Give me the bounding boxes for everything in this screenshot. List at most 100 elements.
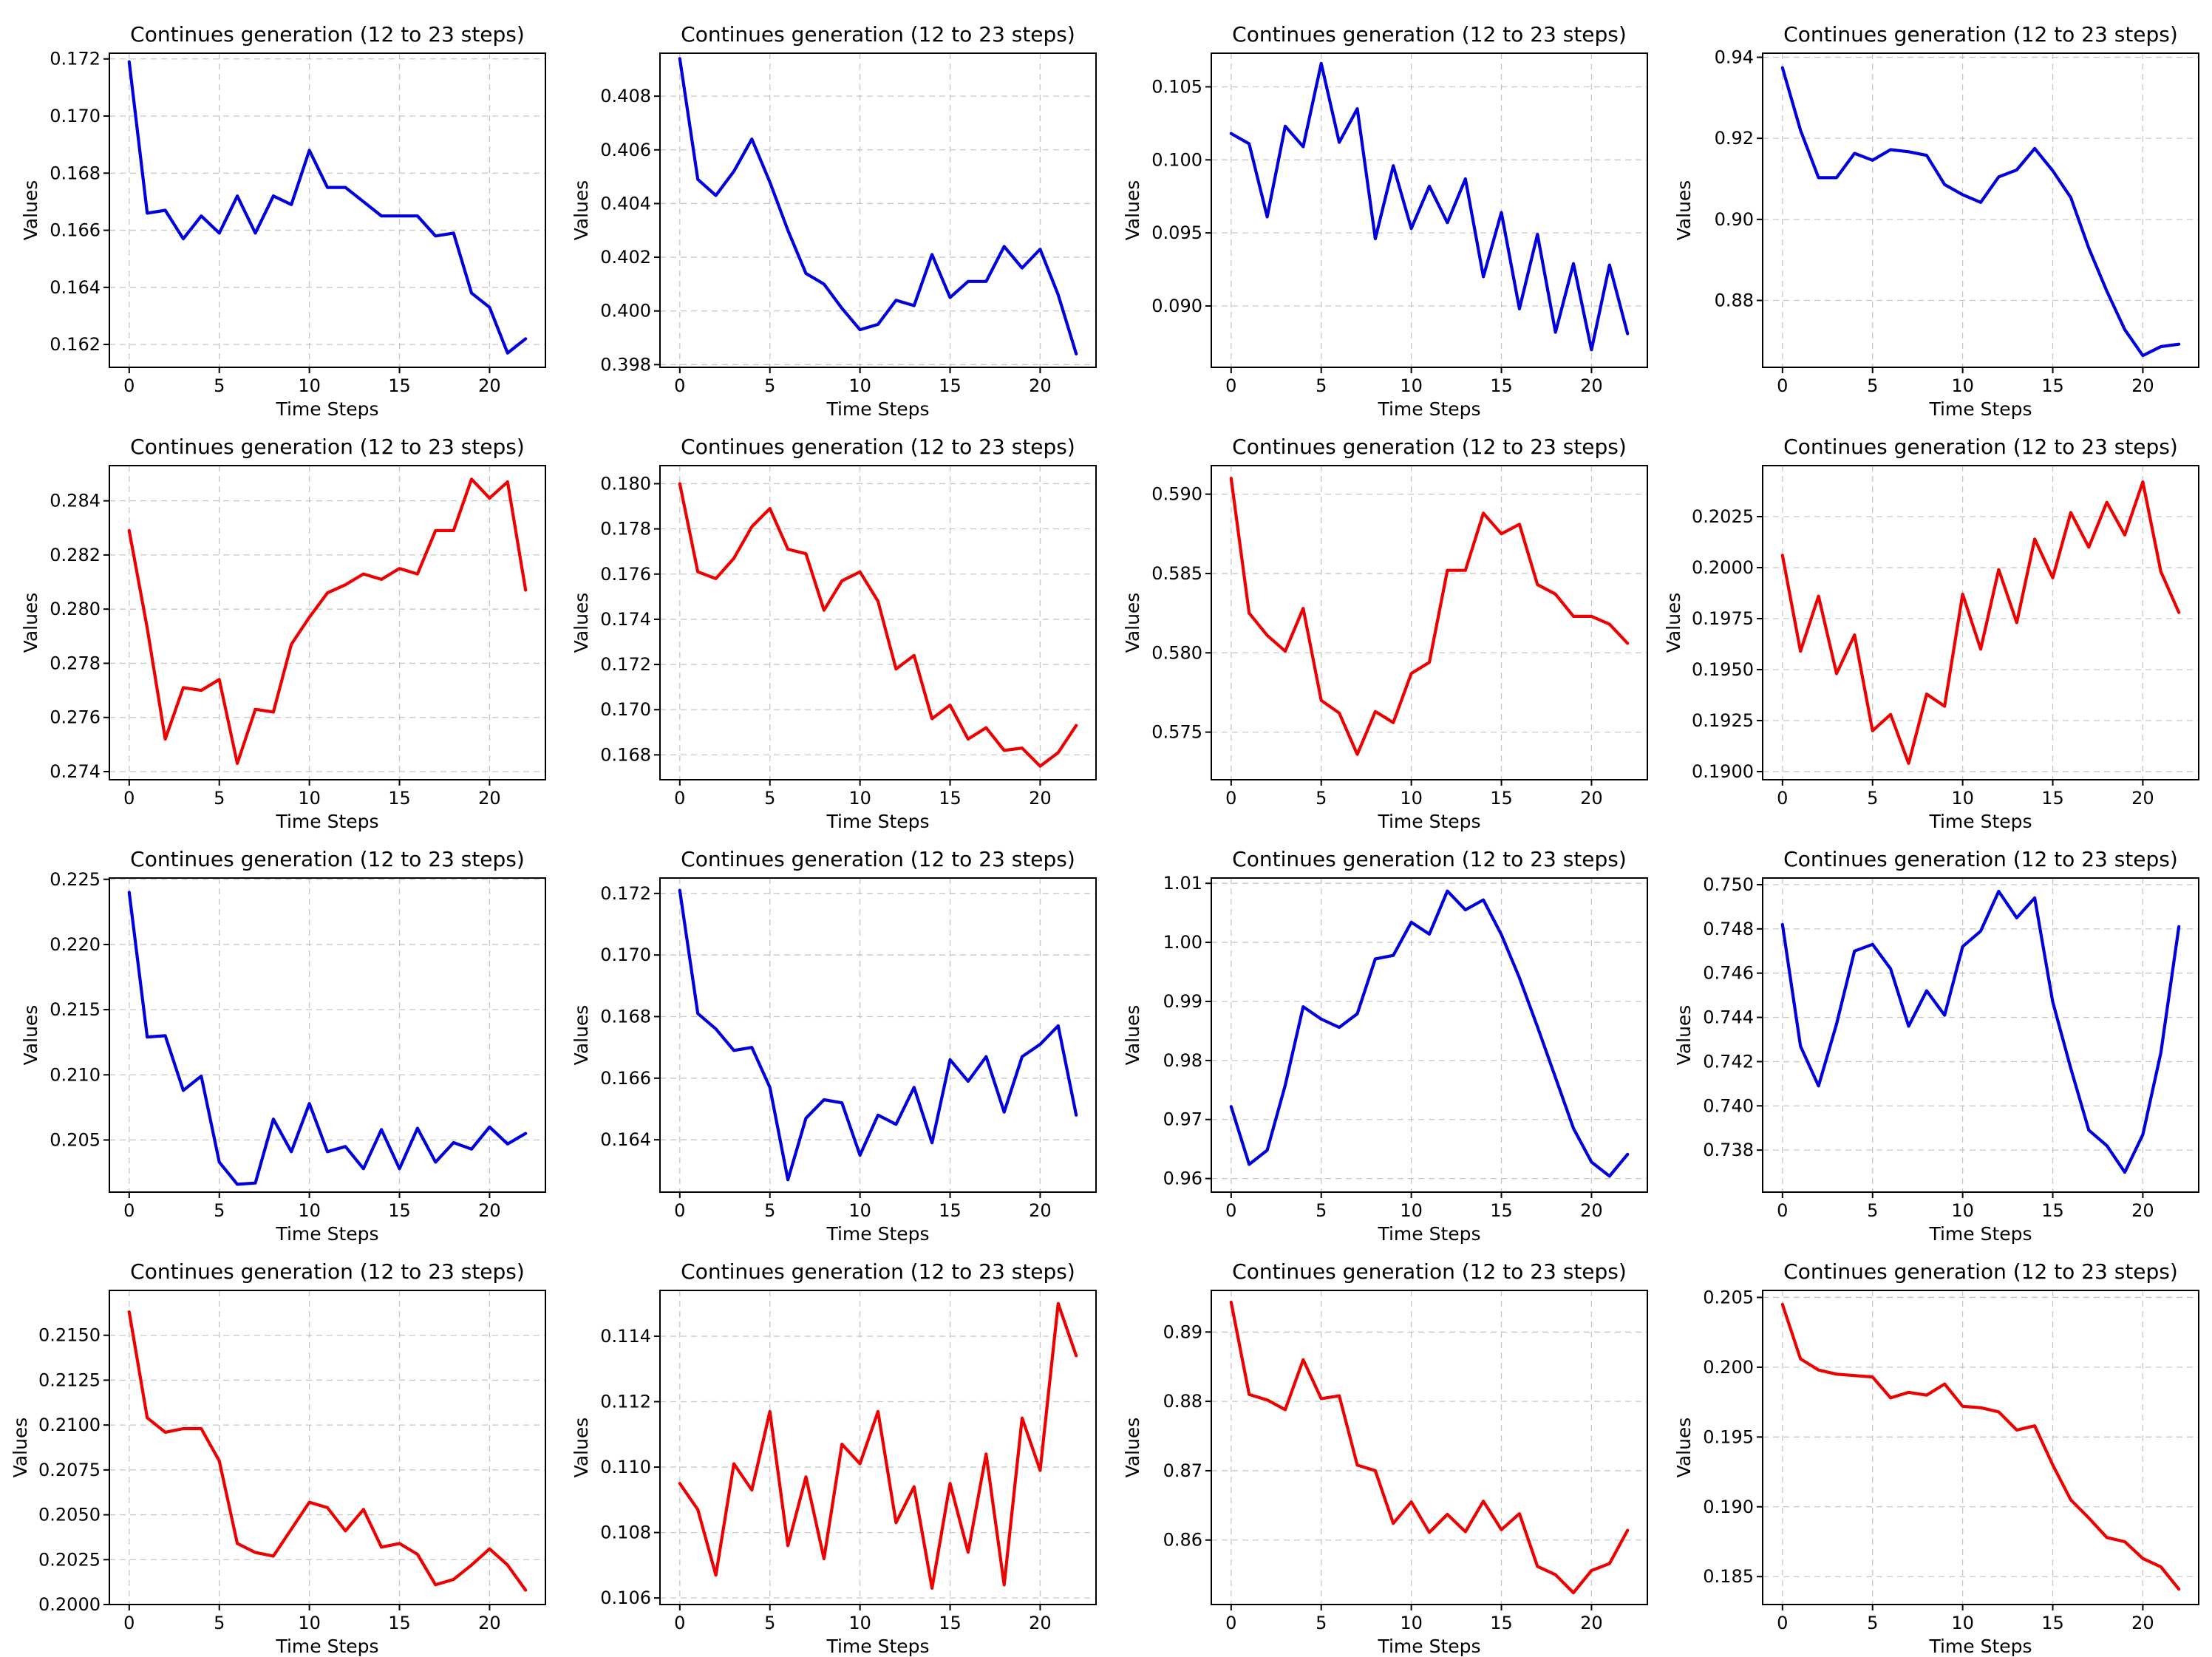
x-tick-label: 5 (1316, 1200, 1327, 1221)
data-point (1057, 1024, 1060, 1027)
data-point (1871, 1375, 1874, 1378)
data-point (434, 529, 437, 532)
x-tick-label: 10 (1951, 375, 1974, 396)
x-tick-label: 20 (1580, 1200, 1603, 1221)
data-point (1464, 1531, 1467, 1534)
data-point (1338, 1395, 1341, 1398)
data-point (1500, 211, 1503, 214)
data-point (1284, 1408, 1287, 1411)
data-point (1500, 1528, 1503, 1531)
x-tick-label: 0 (674, 375, 685, 396)
y-axis-label: Values (1122, 1418, 1143, 1478)
data-point (930, 717, 933, 720)
x-tick-label: 10 (298, 788, 321, 809)
data-point (1590, 348, 1593, 351)
y-tick-label: 0.170 (50, 106, 101, 126)
x-tick-label: 5 (1867, 1613, 1878, 1633)
x-tick-label: 0 (1777, 1613, 1788, 1633)
x-axis-label: Time Steps (1377, 811, 1480, 832)
series-line (678, 57, 1078, 355)
y-tick-label: 0.280 (50, 599, 101, 619)
data-point (1301, 146, 1304, 149)
data-point (949, 296, 952, 299)
subplot-14: 0 5 10 15 20 0.106 0.108 0.110 0.112 0.114 Continu… (571, 1259, 1097, 1657)
series-line (1229, 61, 1630, 352)
axes-frame (659, 465, 1097, 780)
data-point (894, 667, 897, 670)
x-tick-label: 15 (1490, 1200, 1513, 1221)
x-tick-label: 0 (674, 1200, 685, 1221)
data-point (1356, 1013, 1359, 1015)
data-point (452, 1141, 455, 1144)
data-point (1536, 1025, 1539, 1028)
x-axis-label: Time Steps (1928, 398, 2032, 420)
data-point (877, 1410, 879, 1413)
y-tick-label: 0.2100 (38, 1415, 101, 1435)
data-point (524, 1132, 527, 1135)
data-point (1428, 1531, 1431, 1534)
y-tick-label: 0.185 (1703, 1566, 1754, 1587)
chart-title: Continues generation (12 to 23 steps) (1783, 847, 2178, 871)
x-tick-label: 10 (1400, 1613, 1423, 1633)
data-point (769, 1410, 772, 1413)
data-point (2160, 345, 2162, 348)
data-point (1608, 1174, 1611, 1177)
data-point (1003, 1111, 1006, 1114)
data-point (750, 525, 753, 528)
x-axis-label: Time Steps (275, 1636, 378, 1657)
data-point (1908, 1391, 1910, 1394)
data-point (2033, 147, 2036, 150)
data-point (1554, 331, 1557, 334)
x-tick-label: 0 (123, 1613, 135, 1633)
data-point (380, 1545, 383, 1548)
data-point (1943, 1014, 1946, 1017)
data-point (488, 1548, 491, 1551)
x-tick-label: 0 (123, 1200, 135, 1221)
y-tick-label: 0.172 (600, 654, 651, 675)
data-point (1979, 1406, 1982, 1409)
data-point (2033, 896, 2036, 899)
data-point (1284, 125, 1287, 128)
data-point (1266, 634, 1269, 637)
axes-frame (659, 52, 1097, 368)
data-point (877, 1114, 879, 1117)
data-point (786, 229, 789, 232)
data-point (1464, 908, 1467, 911)
data-point (2015, 916, 2018, 919)
data-point (1781, 67, 1784, 69)
x-axis-label: Time Steps (826, 1223, 929, 1245)
x-tick-label: 20 (1029, 788, 1052, 809)
x-tick-label: 15 (939, 1613, 962, 1633)
x-tick-label: 15 (388, 1613, 411, 1633)
data-point (715, 194, 718, 197)
subplot-8: 0 5 10 15 20 0.1900 0.1925 0.1950 0.1975 0.2000 0.… (1663, 435, 2199, 832)
subplot-9: 0 5 10 15 20 0.205 0.210 0.215 0.220 0.225 Continu… (20, 847, 546, 1245)
data-point (2123, 534, 2126, 537)
y-axis-label: Values (10, 1418, 31, 1478)
y-tick-label: 0.1975 (1692, 608, 1754, 629)
y-tick-label: 0.98 (1163, 1050, 1202, 1071)
data-point (877, 600, 879, 603)
x-tick-label: 10 (1951, 1613, 1974, 1633)
data-point (967, 1080, 970, 1083)
data-point (913, 654, 916, 657)
axes-frame (1762, 877, 2199, 1193)
y-tick-label: 0.112 (600, 1392, 651, 1412)
data-point (254, 231, 257, 234)
data-point (128, 1310, 131, 1313)
data-point (840, 579, 843, 582)
x-tick-label: 5 (764, 1613, 775, 1633)
data-point (894, 299, 897, 302)
data-point (1057, 293, 1060, 296)
y-tick-label: 0.740 (1703, 1095, 1754, 1116)
data-point (2015, 169, 2018, 171)
data-point (984, 280, 987, 283)
data-point (1889, 149, 1892, 152)
data-point (1075, 353, 1078, 355)
x-tick-label: 15 (2041, 788, 2064, 809)
y-tick-label: 0.590 (1151, 484, 1202, 505)
data-point (2123, 328, 2126, 331)
x-tick-label: 0 (674, 788, 685, 809)
data-point (1781, 1303, 1784, 1306)
